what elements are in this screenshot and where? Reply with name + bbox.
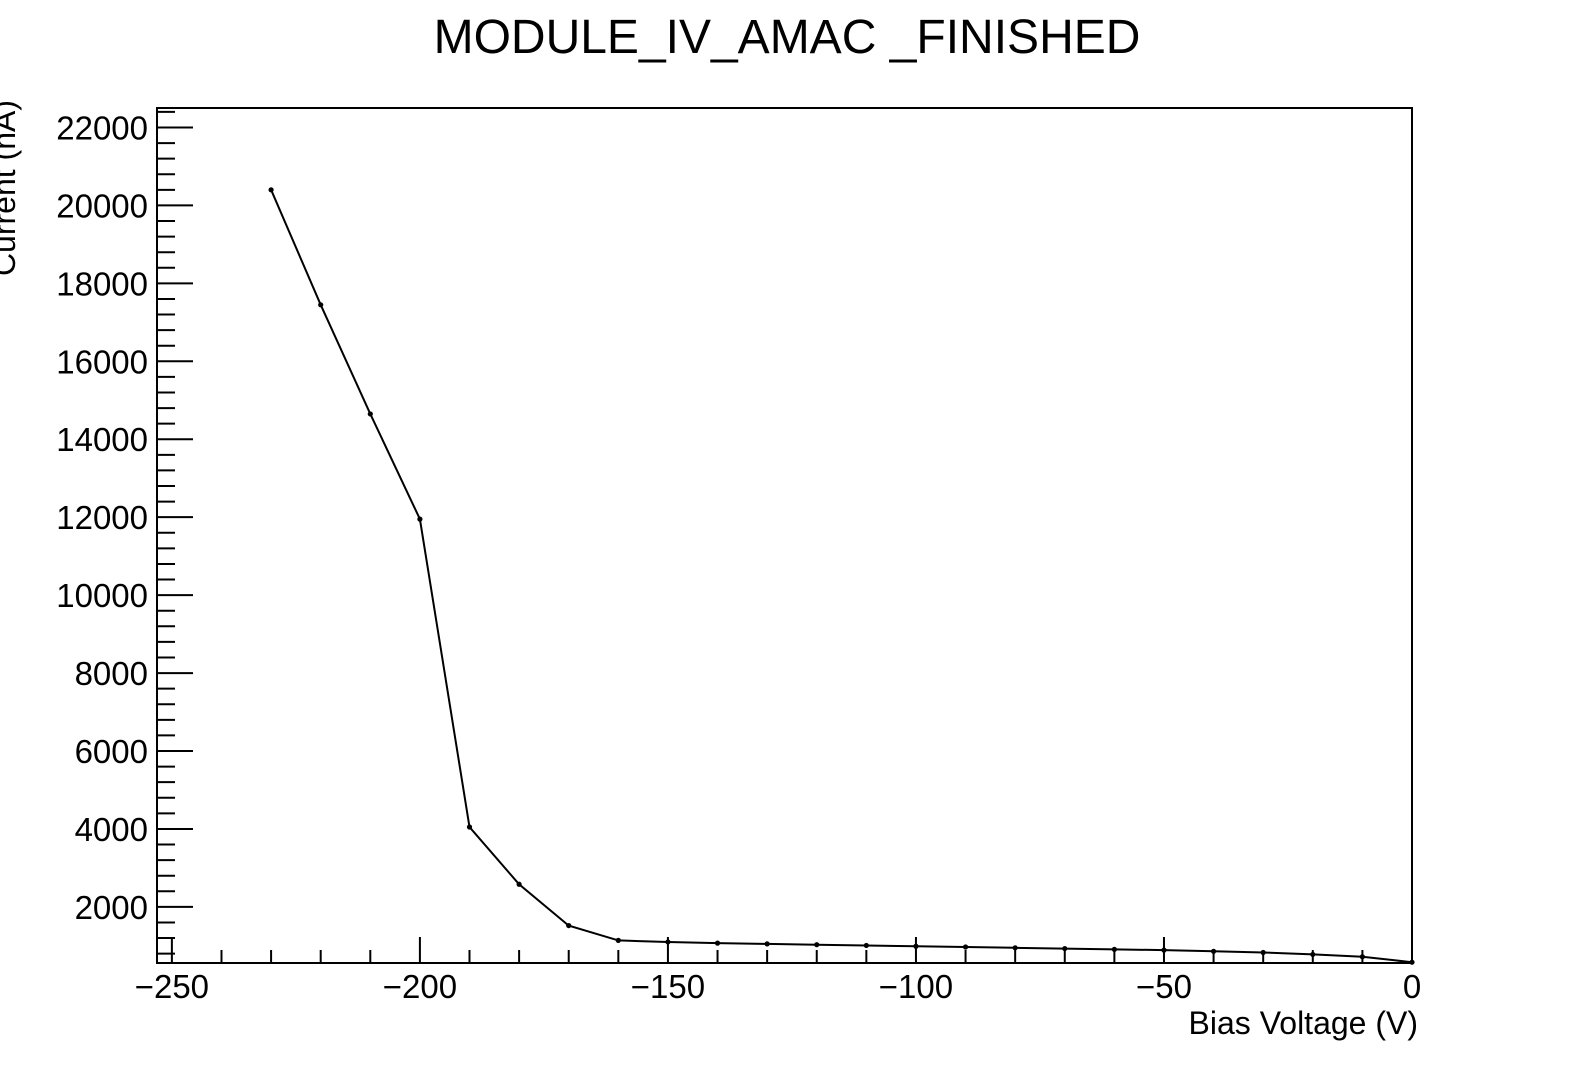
x-tick-label: 0	[1403, 968, 1421, 1005]
data-point	[764, 941, 770, 947]
data-point	[417, 516, 423, 522]
y-tick-label: 14000	[56, 421, 148, 458]
x-tick-label: −250	[135, 968, 209, 1005]
x-axis-label: Bias Voltage (V)	[1189, 1005, 1418, 1041]
data-point	[814, 942, 820, 948]
data-point	[466, 824, 473, 830]
y-tick-label: 12000	[56, 499, 148, 536]
data-point	[268, 187, 274, 193]
y-axis: 2000 4000 6000 8000 10000 12000 14000 16000 1800…	[56, 109, 193, 955]
chart-title: MODULE_IV_AMAC _FINISHED	[434, 11, 1141, 64]
y-tick-label: 8000	[75, 655, 148, 692]
x-tick-label: −100	[879, 968, 953, 1005]
x-tick-label: −150	[631, 968, 705, 1005]
data-point	[1210, 948, 1217, 954]
y-tick-label: 18000	[56, 265, 148, 302]
y-tick-label: 4000	[75, 811, 148, 848]
y-tick-label: 10000	[56, 577, 148, 614]
data-point	[1359, 954, 1365, 960]
y-tick-label: 16000	[56, 343, 148, 380]
y-tick-label: 20000	[56, 187, 148, 224]
data-point	[1161, 947, 1167, 953]
data-point	[863, 942, 869, 949]
x-axis: −250 −200 −150 −100 −50 0	[135, 937, 1421, 1005]
data-point	[913, 943, 919, 949]
y-axis-label: Current (nA)	[0, 100, 22, 276]
data-point	[516, 881, 522, 887]
data-point	[1111, 946, 1117, 952]
x-tick-label: −200	[383, 968, 457, 1005]
x-tick-label: −50	[1136, 968, 1192, 1005]
plot-frame	[156, 107, 1413, 964]
data-point	[367, 411, 373, 417]
data-point	[714, 940, 721, 946]
data-point	[1062, 945, 1068, 952]
data-point	[1260, 949, 1266, 956]
y-tick-label: 22000	[56, 109, 148, 146]
y-tick-label: 6000	[75, 733, 148, 770]
data-point	[1310, 951, 1316, 958]
data-point	[962, 944, 969, 950]
data-point	[665, 939, 671, 945]
data-point	[1409, 959, 1415, 965]
y-tick-label: 2000	[75, 889, 148, 926]
series-line	[270, 189, 1413, 964]
data-point	[318, 302, 324, 308]
data-point	[615, 937, 621, 943]
data-point	[566, 922, 572, 929]
data-point	[1012, 945, 1018, 951]
data-series	[268, 187, 1415, 965]
